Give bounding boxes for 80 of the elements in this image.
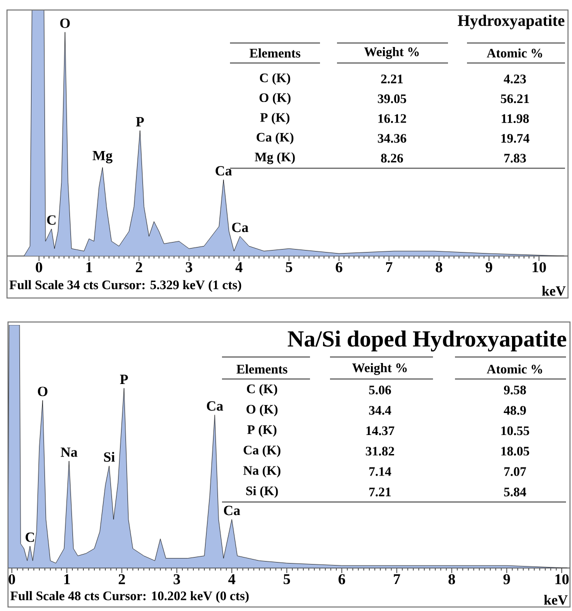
annotation: Ca	[216, 166, 232, 176]
x-tick-label: 5	[284, 574, 290, 584]
annotation: 56.21	[500, 94, 529, 104]
text: Full Scale 34 cts Cursor: 5.329 keV (1 cts)	[9, 280, 242, 292]
annotation: C (K)	[260, 73, 290, 85]
annotation: 16.12	[378, 114, 406, 123]
annotation: Ca	[232, 222, 248, 232]
chart-title: Hydroxyapatite	[458, 14, 564, 30]
annotation: P (K)	[247, 424, 276, 437]
x-tick-label: 10	[555, 574, 569, 584]
annotation: 34.4	[369, 406, 392, 415]
annotation: Na (K)	[243, 466, 280, 478]
x-tick-label: 2	[136, 262, 142, 272]
annotation: 34.36	[378, 134, 406, 143]
annotation: 7.83	[504, 154, 526, 163]
annotation: C	[47, 215, 56, 225]
annotation: Si	[104, 452, 115, 462]
annotation: 5.06	[369, 386, 391, 394]
annotation: 2.21	[381, 74, 403, 84]
annotation: Ca (K)	[256, 132, 294, 144]
x-tick-label: 4	[235, 262, 242, 272]
annotation: Weight %	[364, 47, 419, 59]
annotation: Ca	[206, 401, 224, 411]
x-tick-label: 7	[386, 262, 392, 272]
x-axis-title: keV	[544, 594, 568, 605]
annotation: 31.82	[366, 446, 394, 456]
annotation: Mg	[92, 150, 112, 164]
x-tick-label: 9	[486, 262, 492, 272]
annotation: P	[120, 374, 128, 384]
annotation: O	[60, 18, 70, 28]
annotation: 7.07	[504, 467, 526, 476]
annotation: 11.98	[502, 114, 529, 124]
annotation: 39.05	[378, 94, 406, 104]
annotation: Mg (K)	[254, 152, 295, 164]
annotation: P (K)	[260, 112, 290, 124]
annotation: P	[136, 117, 144, 126]
annotation: C (K)	[246, 384, 278, 396]
annotation: 8.26	[381, 154, 403, 163]
annotation: Si (K)	[246, 486, 278, 498]
annotation: Atomic %	[486, 48, 542, 58]
x-tick-label: 6	[338, 574, 346, 584]
x-tick-label: 1	[64, 574, 70, 584]
x-tick-label: 2	[118, 574, 125, 584]
chart-title: Na/Si doped Hydroxyapatite	[288, 330, 566, 352]
annotation: Ca (K)	[244, 445, 280, 458]
annotation: Atomic %	[486, 364, 542, 374]
annotation: Weight %	[352, 363, 407, 375]
x-tick-label: 3	[186, 262, 192, 272]
x-tick-label: 1	[86, 262, 92, 272]
annotation: 18.05	[501, 446, 530, 456]
x-tick-label: 0	[8, 574, 16, 584]
annotation: O	[38, 386, 48, 396]
annotation: 48.9	[504, 406, 526, 415]
x-tick-label: 4	[228, 574, 236, 584]
x-tick-label: 5	[286, 262, 292, 272]
x-tick-label: 3	[174, 574, 180, 584]
annotation: 10.55	[501, 426, 530, 436]
x-tick-label: 8	[436, 262, 442, 272]
annotation: O (K)	[246, 404, 278, 416]
annotation: C	[26, 532, 34, 542]
x-tick-label: 8	[448, 574, 456, 584]
annotation: 14.37	[366, 426, 394, 436]
annotation: 9.58	[504, 386, 526, 394]
annotation: 4.23	[504, 74, 526, 84]
x-axis-title: keV	[542, 286, 566, 296]
annotation: Ca	[224, 506, 240, 516]
x-tick-label: 9	[503, 574, 510, 584]
x-tick-label: 10	[532, 262, 546, 272]
x-tick-label: 0	[36, 262, 42, 272]
annotation: Na	[60, 448, 78, 457]
annotation: O (K)	[260, 92, 290, 105]
annotation: 7.14	[369, 467, 392, 476]
text: Full Scale 48 cts Cursor: 10.202 keV (0 cts)	[10, 591, 249, 603]
annotation: 7.21	[369, 488, 391, 496]
x-tick-label: 7	[394, 574, 400, 584]
annotation: Elements	[236, 364, 288, 374]
x-tick-label: 6	[336, 262, 342, 272]
annotation: 5.84	[504, 488, 526, 496]
annotation: 19.74	[501, 134, 530, 143]
annotation: Elements	[250, 48, 300, 58]
